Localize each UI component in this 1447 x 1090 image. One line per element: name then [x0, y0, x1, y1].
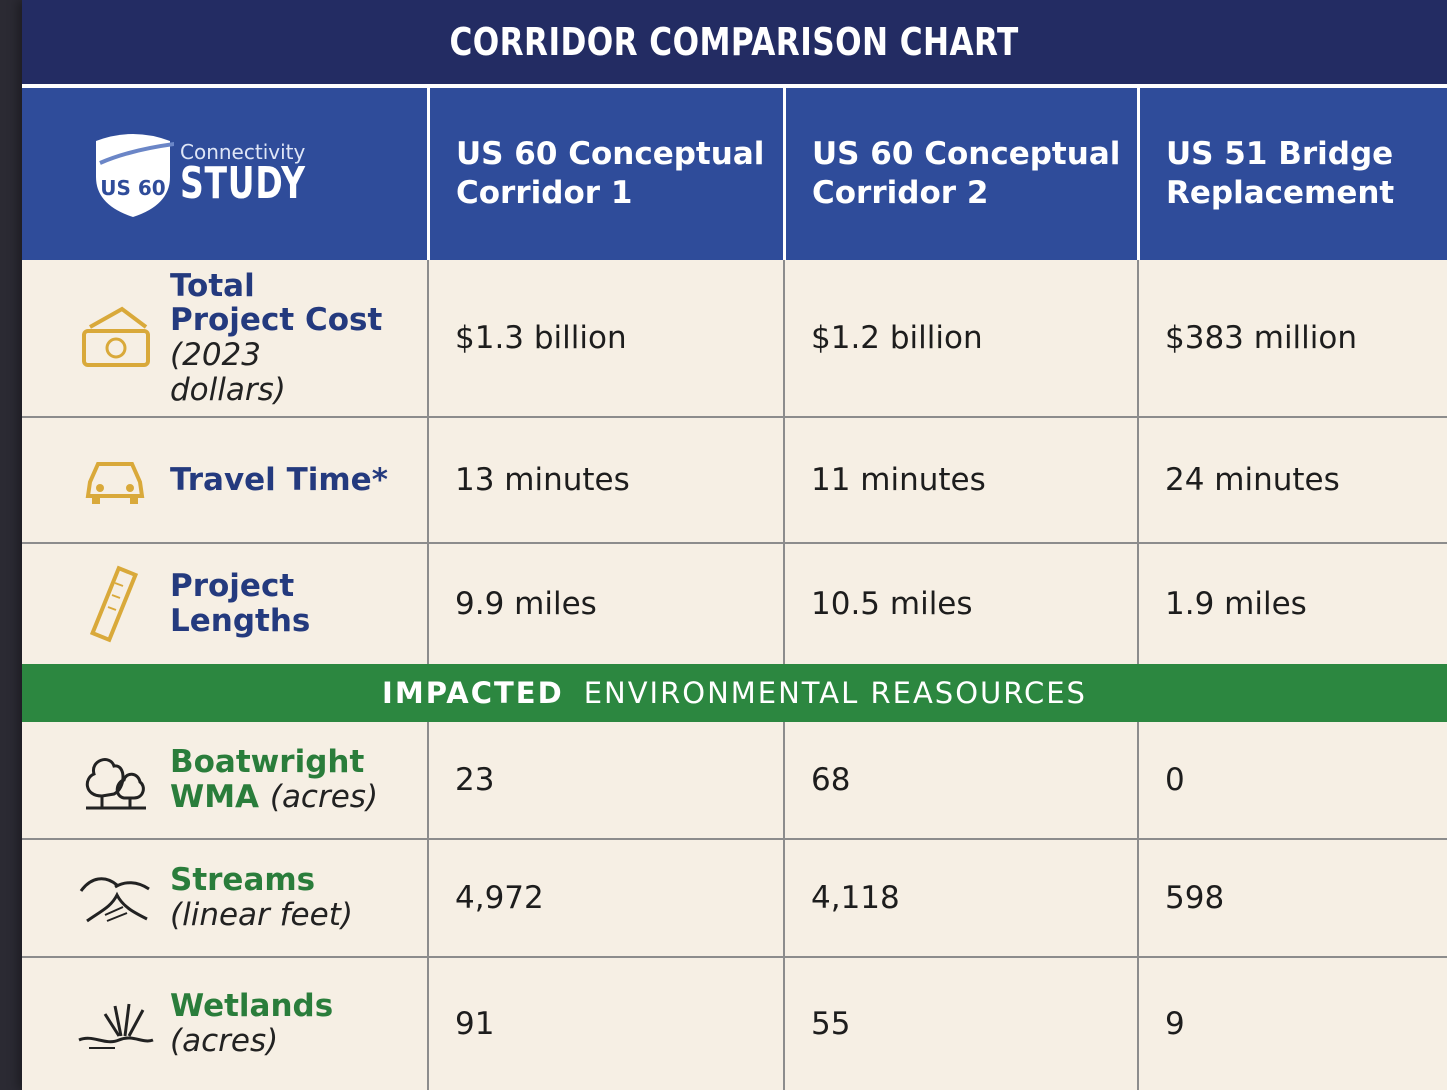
- length-corridor-1: 9.9 miles: [427, 544, 783, 664]
- comparison-chart-sheet: CORRIDOR COMPARISON CHART US 60 Connecti…: [22, 0, 1447, 1090]
- row-label: Wetlands: [170, 988, 334, 1025]
- travel-corridor-2: 11 minutes: [783, 418, 1137, 542]
- row-label: Streams: [170, 862, 316, 899]
- wetlands-bridge: 9: [1137, 958, 1447, 1090]
- logo-cell: US 60 Connectivity STUDY: [22, 88, 427, 260]
- row-label: Travel Time*: [170, 461, 388, 498]
- column-header-corridor-2: US 60 Conceptual Corridor 2: [783, 88, 1137, 260]
- length-corridor-2: 10.5 miles: [783, 544, 1137, 664]
- chart-title: CORRIDOR COMPARISON CHART: [449, 20, 1020, 64]
- cost-corridor-2: $1.2 billion: [783, 260, 1137, 416]
- row-label-cell: Travel Time*: [22, 418, 427, 542]
- travel-bridge: 24 minutes: [1137, 418, 1447, 542]
- wetlands-icon: [74, 983, 156, 1065]
- trees-icon: [74, 739, 156, 821]
- shield-icon: US 60: [92, 129, 183, 219]
- row-label-note: (acres): [269, 779, 379, 815]
- wma-bridge: 0: [1137, 722, 1447, 838]
- row-label-cell: Wetlands (acres): [22, 958, 427, 1090]
- row-label-note: (2023 dollars): [170, 337, 286, 408]
- cost-corridor-1: $1.3 billion: [427, 260, 783, 416]
- logo-big-text: STUDY: [180, 158, 306, 209]
- row-label: Boatwright WMA: [170, 744, 365, 815]
- car-icon: [74, 439, 156, 521]
- row-label-note: (linear feet): [170, 897, 353, 933]
- row-label-cell: Project Lengths: [22, 544, 427, 664]
- money-icon: [74, 297, 156, 379]
- streams-bridge: 598: [1137, 840, 1447, 956]
- wma-corridor-2: 68: [783, 722, 1137, 838]
- wetlands-corridor-1: 91: [427, 958, 783, 1090]
- length-bridge: 1.9 miles: [1137, 544, 1447, 664]
- streams-corridor-1: 4,972: [427, 840, 783, 956]
- shield-text: US 60: [100, 176, 165, 200]
- cost-bridge: $383 million: [1137, 260, 1447, 416]
- table-row: Project Lengths 9.9 miles 10.5 miles 1.9…: [22, 544, 1447, 664]
- table-row: Travel Time* 13 minutes 11 minutes 24 mi…: [22, 418, 1447, 544]
- section-header: IMPACTED ENVIRONMENTAL REASOURCES: [22, 664, 1447, 722]
- table-row: Boatwright WMA (acres) 23 68 0: [22, 722, 1447, 840]
- section-header-bold: IMPACTED: [382, 676, 564, 710]
- travel-corridor-1: 13 minutes: [427, 418, 783, 542]
- row-label-note: (acres): [170, 1023, 279, 1059]
- row-label: Total Project Cost: [170, 267, 383, 339]
- table-row: Streams (linear feet) 4,972 4,118 598: [22, 840, 1447, 958]
- streams-corridor-2: 4,118: [783, 840, 1137, 956]
- row-label-cell: Streams (linear feet): [22, 840, 427, 956]
- row-label-cell: Total Project Cost (2023 dollars): [22, 260, 427, 416]
- header-row: US 60 Connectivity STUDY US 60 Conceptua…: [22, 84, 1447, 260]
- column-header-bridge: US 51 Bridge Replacement: [1137, 88, 1447, 260]
- table-row: Total Project Cost (2023 dollars) $1.3 b…: [22, 260, 1447, 418]
- column-header-corridor-1: US 60 Conceptual Corridor 1: [427, 88, 783, 260]
- section-header-text: ENVIRONMENTAL REASOURCES: [583, 676, 1087, 710]
- ruler-icon: [74, 563, 156, 645]
- chart-title-bar: CORRIDOR COMPARISON CHART: [22, 0, 1447, 84]
- wetlands-corridor-2: 55: [783, 958, 1137, 1090]
- logo-small-text: Connectivity: [180, 140, 306, 164]
- wma-corridor-1: 23: [427, 722, 783, 838]
- row-label-cell: Boatwright WMA (acres): [22, 722, 427, 838]
- stream-icon: [74, 857, 156, 939]
- row-label: Project Lengths: [170, 568, 311, 639]
- table-row: Wetlands (acres) 91 55 9: [22, 958, 1447, 1090]
- study-logo: US 60 Connectivity STUDY: [92, 129, 348, 219]
